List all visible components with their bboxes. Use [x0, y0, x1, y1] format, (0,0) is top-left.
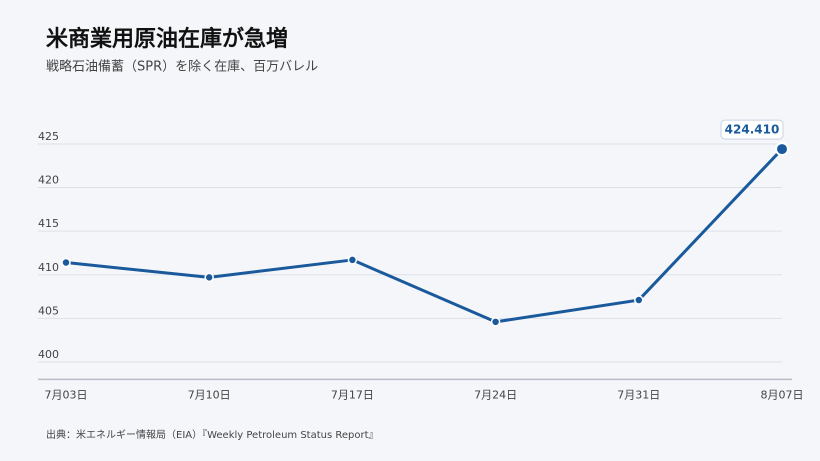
y-tick-label: 425 — [38, 130, 59, 143]
chart-title: 米商業用原油在庫が急増 — [46, 26, 288, 52]
point — [204, 272, 214, 283]
x-tick-label: 8月07日 — [761, 388, 804, 401]
x-tick-label: 7月10日 — [188, 388, 231, 401]
label-box — [720, 119, 784, 140]
point — [347, 255, 358, 265]
x-tick-label: 7月17日 — [331, 388, 374, 401]
point — [61, 257, 71, 268]
chart-subtitle: 戦略石油備蓄（SPR）を除く在庫、百万バレル — [46, 59, 318, 75]
y-tick-label: 405 — [38, 304, 59, 317]
x-tick-label: 7月24日 — [474, 388, 517, 401]
y-tick-label: 410 — [38, 261, 59, 274]
source-note: 出典：米エネルギー情報局（EIA）『Weekly Petroleum Statu… — [46, 428, 379, 441]
y-tick-label: 415 — [38, 217, 59, 230]
x-tick-label: 7月03日 — [45, 388, 88, 401]
line — [65, 148, 784, 324]
x-tick-label: 7月31日 — [617, 388, 660, 401]
point — [775, 142, 789, 157]
data-label: 424.410 — [725, 123, 780, 137]
point — [490, 317, 501, 327]
y-tick-label: 420 — [38, 174, 59, 187]
y-tick-label: 400 — [38, 348, 59, 361]
point — [634, 295, 644, 305]
